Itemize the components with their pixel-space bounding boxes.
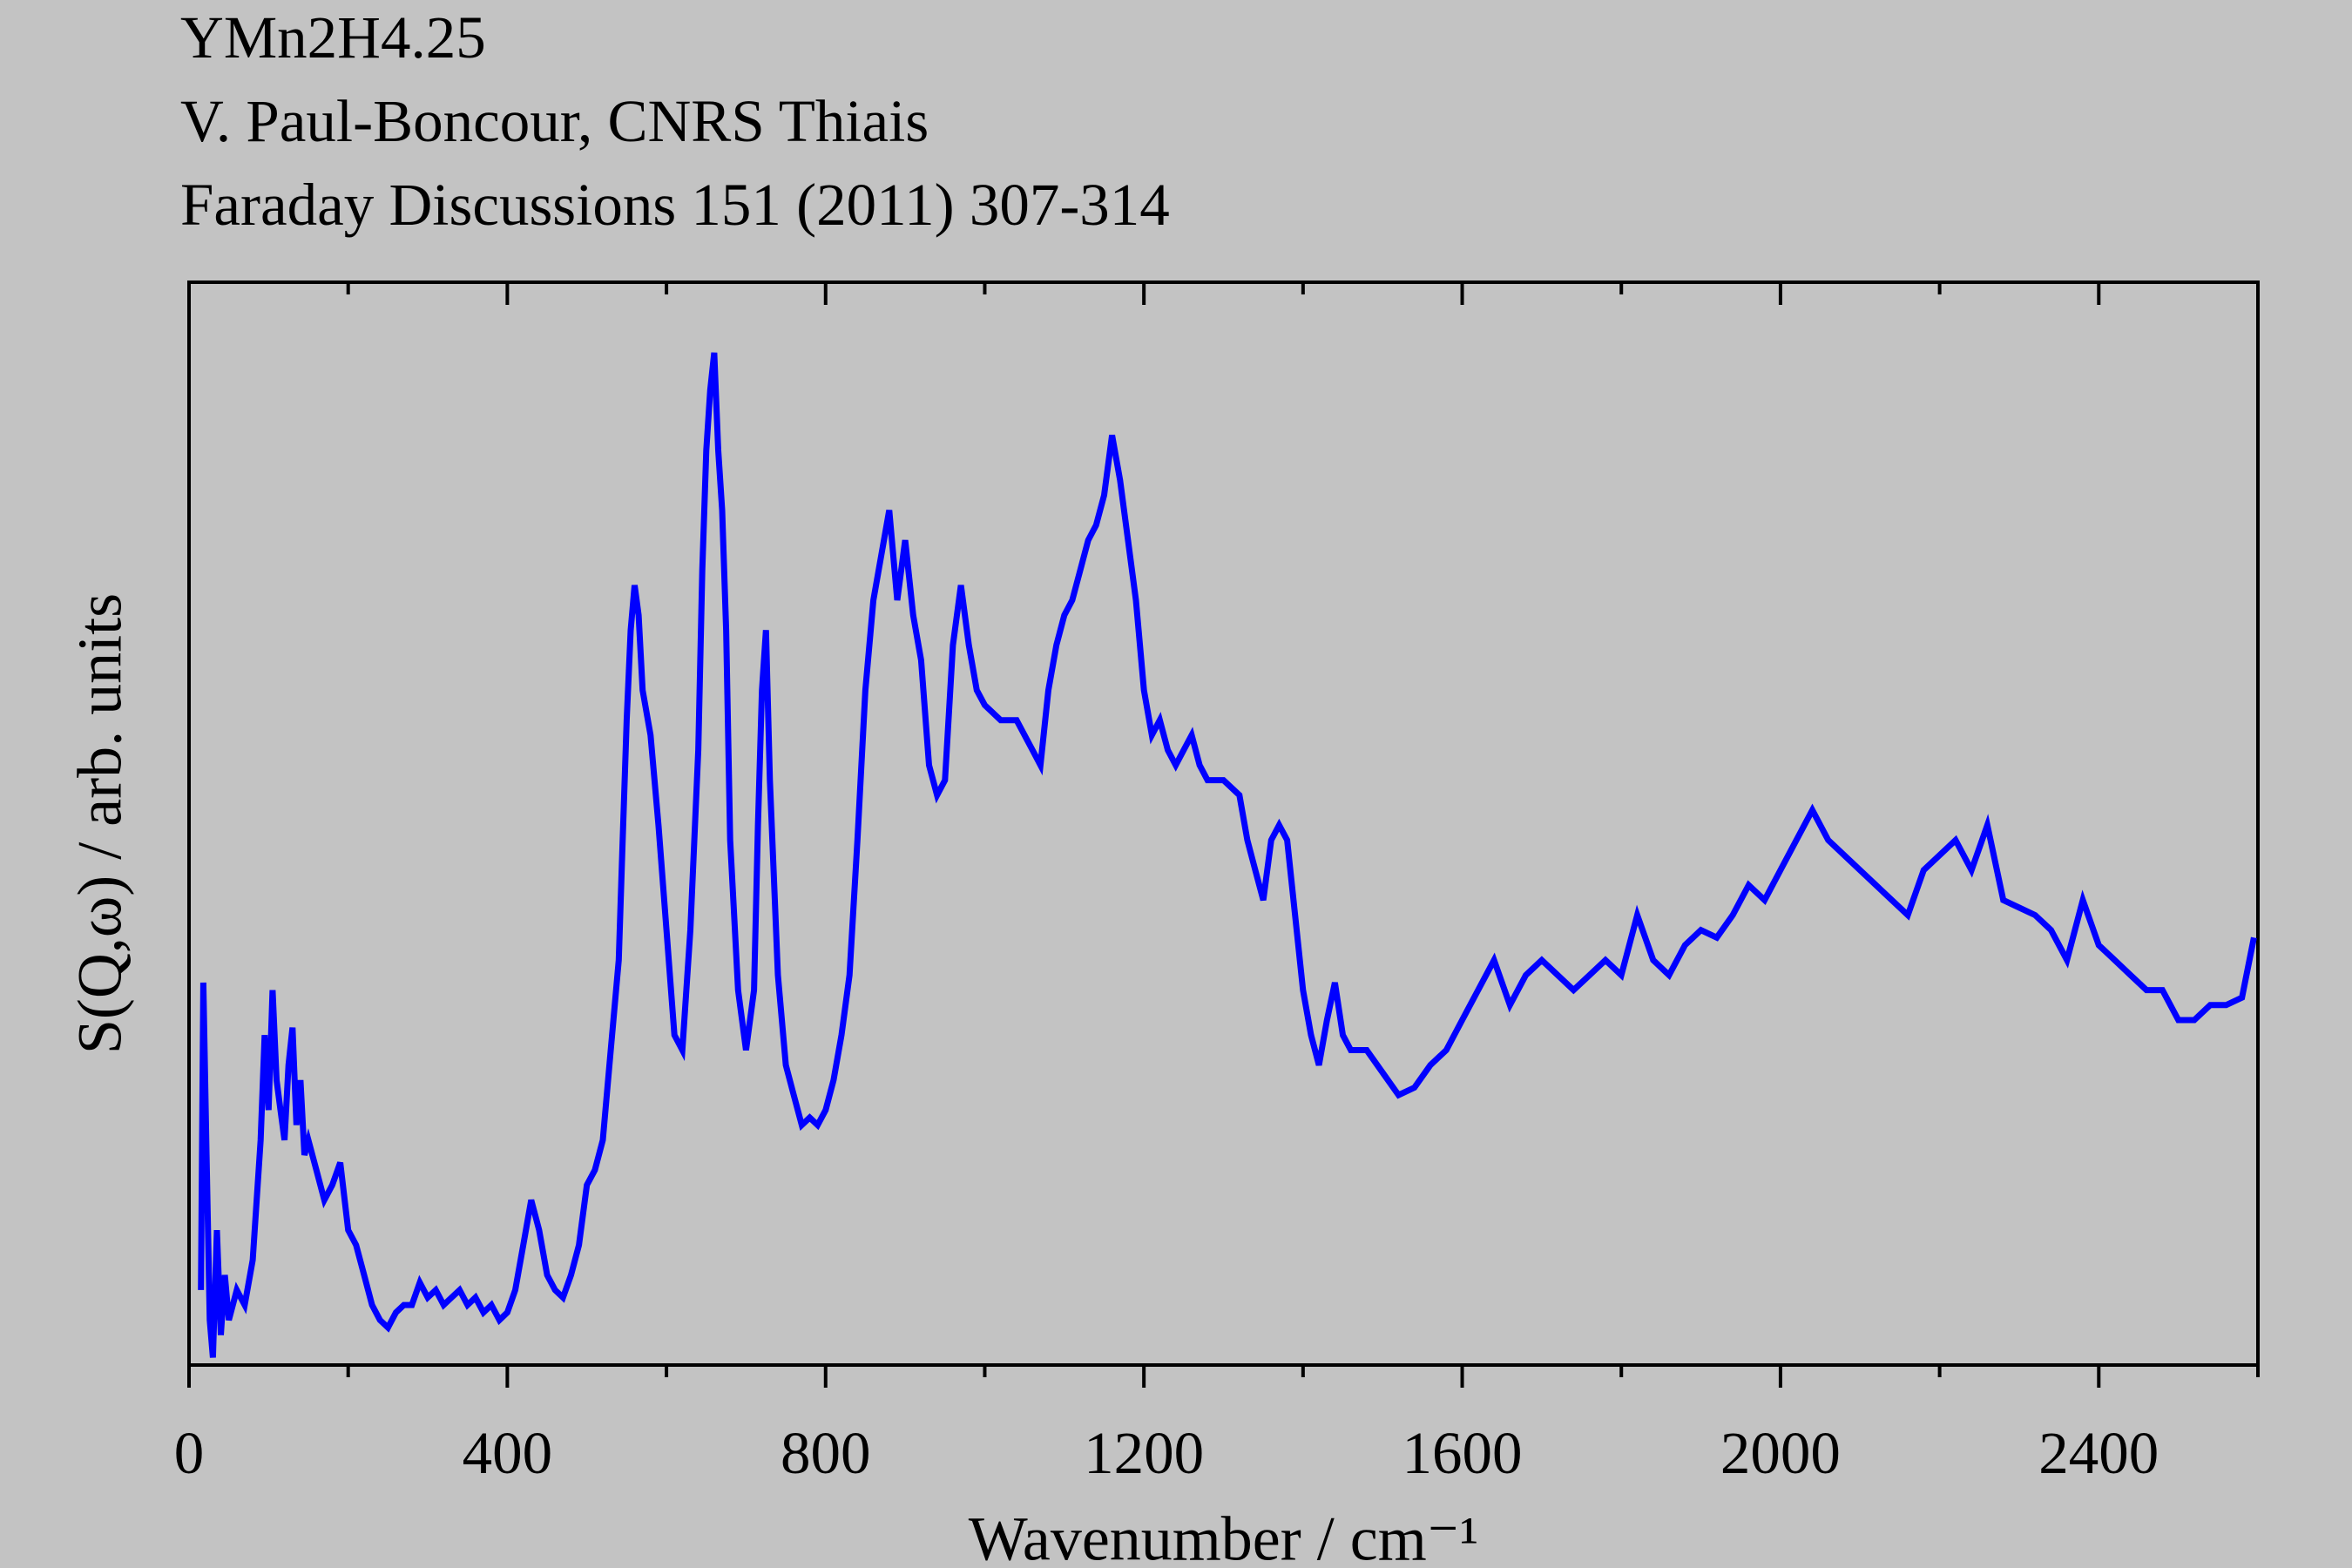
x-tick-label: 400	[463, 1420, 553, 1486]
x-tick-label: 2000	[1720, 1420, 1841, 1486]
chart-title: Faraday Discussions 151 (2011) 307-314	[180, 172, 1170, 238]
x-tick-label: 800	[781, 1420, 871, 1486]
y-axis-label: S(Q,ω) / arb. units	[65, 593, 135, 1054]
plot-frame	[187, 280, 2260, 1367]
chart-title: V. Paul-Boncour, CNRS Thiais	[180, 88, 929, 154]
chart-title: YMn2H4.25	[180, 4, 486, 71]
x-tick-label: 1200	[1084, 1420, 1204, 1486]
x-axis-label: Wavenumber / cm⁻¹	[969, 1504, 1479, 1568]
x-tick-label: 2400	[2038, 1420, 2159, 1486]
x-tick-label: 0	[174, 1420, 205, 1486]
spectrum-line	[198, 352, 2257, 1358]
x-tick-label: 1600	[1402, 1420, 1523, 1486]
